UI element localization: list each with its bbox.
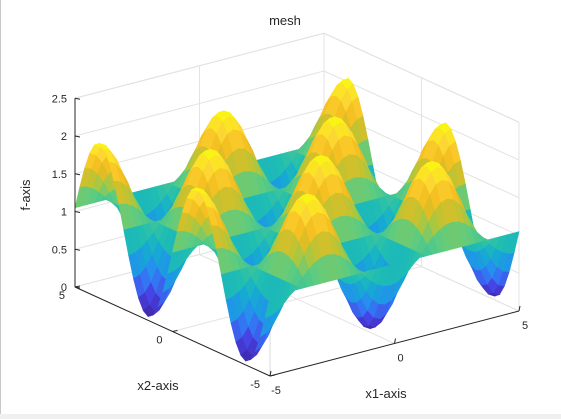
axis-ticks: 00.511.522.5-505-505 <box>52 93 528 397</box>
x-tick-mark <box>518 305 521 312</box>
y-tick-mark <box>269 374 276 377</box>
z-tick-label: 1.5 <box>52 169 67 181</box>
z-axis-label: f-axis <box>18 179 33 211</box>
z-tick-label: 2 <box>61 131 67 143</box>
z-tick-mark <box>74 173 81 176</box>
x-tick-label: 5 <box>522 320 528 332</box>
z-tick-mark <box>74 211 81 213</box>
chart-title: mesh <box>269 13 301 28</box>
z-tick-label: 0 <box>61 282 67 294</box>
grid-line <box>74 70 325 137</box>
y-tick-mark <box>172 330 178 332</box>
z-tick-label: 1 <box>61 207 67 219</box>
z-tick-mark <box>74 97 81 100</box>
z-tick-mark <box>74 248 81 251</box>
grid-line <box>323 32 520 123</box>
x-tick-label: -5 <box>271 385 281 397</box>
surface-facet <box>264 294 277 319</box>
grid-line <box>74 32 325 99</box>
y-tick-label: -5 <box>250 379 260 391</box>
grid-line <box>323 70 520 161</box>
y-axis-label: x2-axis <box>137 378 179 393</box>
z-tick-label: 2.5 <box>52 93 67 105</box>
x-tick-mark <box>269 370 272 377</box>
x-axis-label: x1-axis <box>365 386 407 401</box>
y-tick-mark <box>74 285 81 288</box>
y-tick-label: 0 <box>156 335 162 347</box>
z-tick-mark <box>74 135 81 138</box>
x-tick-mark <box>394 338 396 344</box>
surface-mesh <box>74 77 520 362</box>
y-tick-label: 5 <box>59 290 65 302</box>
x-tick-label: 0 <box>397 353 403 365</box>
window-edge <box>0 0 1 414</box>
z-tick-label: 0.5 <box>52 244 67 256</box>
